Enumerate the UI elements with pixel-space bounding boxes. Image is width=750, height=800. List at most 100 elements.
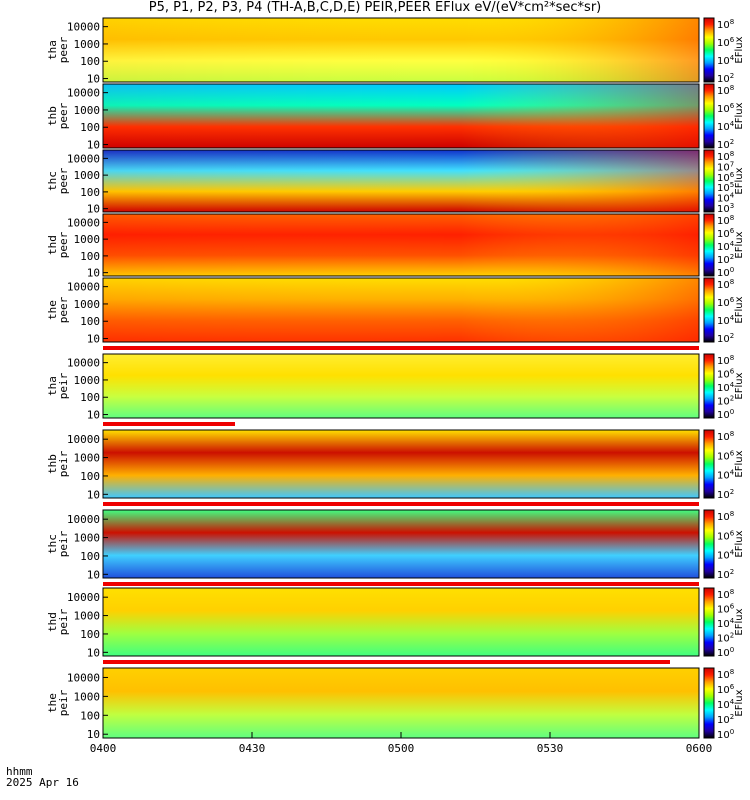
spectrogram-image xyxy=(103,354,699,418)
panel-frame xyxy=(102,17,700,83)
colorbar-tick-label: 104 xyxy=(717,381,735,394)
colorbar-tick-label: 106 xyxy=(717,36,735,49)
colorbar-tick-label: 108 xyxy=(717,354,734,367)
y-tick-label: 10 xyxy=(87,409,100,422)
spectrogram-image xyxy=(103,668,699,738)
y-tick-label: 10000 xyxy=(67,433,100,446)
y-axis-label: peer xyxy=(57,167,70,194)
colorbar-tick-label: 108 xyxy=(717,84,734,97)
panel-frame xyxy=(102,277,700,343)
y-tick-label: 10 xyxy=(87,267,100,280)
spectrogram-shading xyxy=(103,214,699,276)
status-bar xyxy=(103,582,699,586)
y-axis-label: thd xyxy=(46,235,59,255)
colorbar-label: EFlux xyxy=(734,167,745,194)
colorbar-tick-label: 100 xyxy=(717,728,734,741)
colorbar-tick-label: 108 xyxy=(717,430,734,443)
colorbar-tick-label: 104 xyxy=(717,240,735,253)
y-axis-label: thc xyxy=(46,534,59,554)
y-axis-label: the xyxy=(46,693,59,713)
colorbar xyxy=(703,353,715,419)
y-axis-label: thb xyxy=(46,454,59,474)
colorbar xyxy=(703,83,715,149)
colorbar-tick-label: 108 xyxy=(717,214,734,227)
panel-frame xyxy=(102,587,700,657)
y-tick-label: 1000 xyxy=(74,104,101,117)
spectrogram-shading xyxy=(103,18,699,82)
status-bar xyxy=(103,502,699,506)
y-tick-label: 1000 xyxy=(74,233,101,246)
y-tick-label: 100 xyxy=(80,55,100,68)
panel-frame xyxy=(102,429,700,499)
y-axis-label: peer xyxy=(57,102,70,129)
y-tick-label: 10000 xyxy=(67,591,100,604)
colorbar-label: EFlux xyxy=(734,372,745,399)
colorbar xyxy=(703,429,715,499)
colorbar-tick-label: 106 xyxy=(717,296,735,309)
colorbar-tick-label: 108 xyxy=(717,18,734,31)
y-tick-label: 100 xyxy=(80,121,100,134)
y-tick-label: 10 xyxy=(87,728,100,741)
y-axis-label: tha xyxy=(46,40,59,60)
colorbar xyxy=(703,509,715,579)
spectrogram-panel-9: 10100100010000thdpeir108106104102100EFlu… xyxy=(46,587,745,659)
spectrogram-image xyxy=(103,588,699,656)
y-axis-label: peir xyxy=(57,689,70,716)
y-tick-label: 10000 xyxy=(67,281,100,294)
colorbar xyxy=(703,213,715,277)
x-tick-label: 0600 xyxy=(686,742,713,755)
y-tick-label: 1000 xyxy=(74,690,101,703)
colorbar-label: EFlux xyxy=(734,36,745,63)
y-axis-label: peir xyxy=(57,530,70,557)
colorbar-tick-label: 104 xyxy=(717,120,735,133)
colorbar-tick-label: 108 xyxy=(717,510,734,523)
y-tick-label: 100 xyxy=(80,550,100,563)
colorbar-tick-label: 108 xyxy=(717,278,734,291)
colorbar-label: EFlux xyxy=(734,296,745,323)
x-tick-label: 0400 xyxy=(90,742,117,755)
spectrogram-image xyxy=(103,430,699,498)
status-bar xyxy=(103,346,699,350)
y-tick-label: 10 xyxy=(87,139,100,152)
colorbar-tick-label: 104 xyxy=(717,698,735,711)
colorbar-label: EFlux xyxy=(734,231,745,258)
colorbar-tick-label: 100 xyxy=(717,408,734,421)
colorbar-tick-label: 102 xyxy=(717,713,734,726)
colorbar-tick-label: 108 xyxy=(717,588,734,601)
x-tick-label: 0430 xyxy=(239,742,266,755)
spectrogram-panel-6: 10100100010000thapeir108106104102100EFlu… xyxy=(46,353,745,422)
colorbar-tick-label: 102 xyxy=(717,332,734,345)
chart-title: P5, P1, P2, P3, P4 (TH-A,B,C,D,E) PEIR,P… xyxy=(148,0,602,15)
y-tick-label: 1000 xyxy=(74,38,101,51)
colorbar-tick-label: 102 xyxy=(717,632,734,645)
colorbar-label: EFlux xyxy=(734,530,745,557)
y-tick-label: 100 xyxy=(80,628,100,641)
y-tick-label: 10000 xyxy=(67,21,100,34)
colorbar-tick-label: 104 xyxy=(717,54,735,67)
y-tick-label: 10000 xyxy=(67,216,100,229)
y-tick-label: 10 xyxy=(87,488,100,501)
y-tick-label: 10 xyxy=(87,568,100,581)
spectrogram-panel-4: 10100100010000thdpeer108106104102100EFlu… xyxy=(46,213,745,280)
panel-frame xyxy=(102,213,700,277)
spectrogram-shading xyxy=(103,150,699,212)
colorbar-tick-label: 108 xyxy=(717,668,734,681)
y-axis-label: peer xyxy=(57,231,70,258)
panel-frame xyxy=(102,509,700,579)
colorbar-tick-label: 102 xyxy=(717,568,734,581)
colorbar-tick-label: 106 xyxy=(717,529,735,542)
spectrogram-shading xyxy=(103,84,699,148)
y-axis-label: thb xyxy=(46,106,59,126)
colorbar-tick-label: 104 xyxy=(717,549,735,562)
y-axis-label: peir xyxy=(57,372,70,399)
y-tick-label: 100 xyxy=(80,250,100,263)
spectrogram-panel-3: 10100100010000thcpeer108107106105104103E… xyxy=(46,149,745,216)
y-tick-label: 100 xyxy=(80,470,100,483)
colorbar-tick-label: 106 xyxy=(717,603,735,616)
panel-frame xyxy=(102,149,700,213)
y-tick-label: 100 xyxy=(80,709,100,722)
